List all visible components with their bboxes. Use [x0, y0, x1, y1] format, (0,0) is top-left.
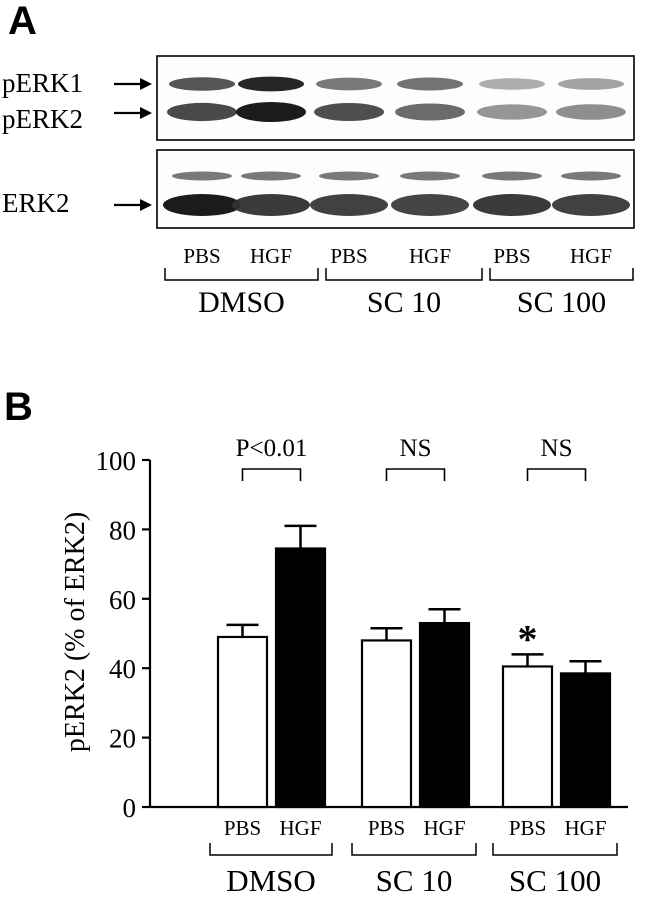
band-erk2-upper-lane-6	[561, 171, 621, 181]
group-bracket-b-3	[492, 843, 618, 856]
group-bracket-a-3	[489, 268, 634, 281]
band-erk2-lane-5	[473, 194, 551, 216]
group-label-a-3: SC 100	[517, 286, 606, 319]
bar-2	[274, 547, 327, 809]
significance-bracket-3	[526, 468, 587, 481]
y-tick-label: 100	[96, 446, 137, 476]
bar-6	[559, 672, 612, 809]
band-perk2-lane-3	[314, 103, 384, 121]
band-perk1-lane-4	[397, 77, 463, 91]
band-perk1-lane-2	[238, 76, 304, 92]
band-perk2-lane-6	[556, 104, 626, 120]
group-labels-b: DMSO SC 10 SC 100	[226, 863, 601, 898]
lane-label-2: HGF	[250, 244, 292, 268]
group-labels-a: DMSO SC 10 SC 100	[198, 286, 606, 319]
significance-label-3: NS	[541, 435, 573, 462]
y-tick-label: 0	[123, 793, 137, 823]
lane-label-3: PBS	[330, 244, 367, 268]
band-erk2-upper-lane-4	[400, 171, 460, 181]
significance-brackets: P<0.01 NS NS *	[236, 435, 587, 661]
band-erk2-lane-4	[391, 194, 469, 216]
y-tick-label: 80	[109, 515, 136, 545]
blot-total-frame	[156, 149, 635, 229]
group-brackets-b	[209, 843, 618, 856]
band-perk1-lane-1	[169, 77, 235, 91]
bar-5	[501, 665, 554, 809]
category-labels: PBS HGF PBS HGF PBS HGF	[224, 816, 607, 840]
group-label-b-2: SC 10	[376, 863, 453, 898]
y-axis-label: pERK2 (% of ERK2)	[60, 512, 91, 752]
band-erk2-lane-1	[163, 194, 241, 216]
blot-phospho-panel	[156, 55, 635, 141]
significance-label-1: P<0.01	[236, 435, 308, 462]
band-erk2-upper-lane-5	[482, 171, 542, 181]
band-perk1-lane-3	[316, 77, 382, 91]
blot-phospho-frame	[156, 55, 635, 141]
y-tick-label: 20	[109, 724, 136, 754]
significance-bracket-1	[241, 468, 302, 481]
category-label-6: HGF	[564, 816, 606, 840]
band-arrows	[114, 78, 152, 211]
band-perk2-lane-2	[236, 102, 306, 122]
bar-3	[360, 639, 413, 809]
y-tick-label: 40	[109, 654, 136, 684]
band-erk2-upper-lane-3	[319, 171, 379, 181]
band-label-perk1: pERK1	[2, 68, 83, 98]
group-label-a-1: DMSO	[198, 286, 285, 319]
panel-b-letter: B	[4, 385, 33, 429]
blot-total-erk2-panel	[156, 149, 635, 229]
lane-label-6: HGF	[570, 244, 612, 268]
bars	[216, 524, 612, 809]
group-bracket-a-1	[164, 268, 319, 281]
lane-label-5: PBS	[493, 244, 530, 268]
band-perk1-lane-5	[479, 78, 545, 90]
band-erk2-lane-6	[552, 194, 630, 216]
bar-1	[216, 635, 269, 809]
category-label-4: HGF	[423, 816, 465, 840]
category-label-3: PBS	[368, 816, 405, 840]
lane-label-4: HGF	[409, 244, 451, 268]
band-erk2-lane-3	[310, 194, 388, 216]
group-bracket-b-1	[209, 843, 333, 856]
significance-label-2: NS	[400, 435, 432, 462]
lane-label-1: PBS	[183, 244, 220, 268]
group-bracket-a-2	[325, 268, 483, 281]
band-erk2-upper-lane-1	[172, 171, 232, 181]
band-erk2-lane-2	[232, 194, 310, 216]
band-label-perk2: pERK2	[2, 104, 83, 134]
y-tick-label: 60	[109, 585, 136, 615]
category-label-2: HGF	[279, 816, 321, 840]
category-label-5: PBS	[509, 816, 546, 840]
group-label-a-2: SC 10	[367, 286, 441, 319]
category-label-1: PBS	[224, 816, 261, 840]
group-bracket-b-2	[351, 843, 477, 856]
significance-bracket-2	[385, 468, 446, 481]
band-perk2-lane-1	[167, 102, 237, 122]
band-perk2-lane-5	[477, 104, 547, 120]
group-label-b-1: DMSO	[226, 863, 316, 898]
group-label-b-3: SC 100	[509, 863, 601, 898]
panel-a-letter: A	[8, 0, 37, 43]
band-erk2-upper-lane-2	[241, 171, 301, 181]
band-perk2-lane-4	[395, 103, 465, 121]
significance-star: *	[518, 616, 538, 661]
band-perk1-lane-6	[558, 78, 624, 90]
band-label-erk2: ERK2	[2, 188, 70, 218]
lane-labels: PBS HGF PBS HGF PBS HGF	[183, 244, 612, 268]
group-brackets-a	[164, 268, 634, 281]
bar-4	[418, 621, 471, 809]
